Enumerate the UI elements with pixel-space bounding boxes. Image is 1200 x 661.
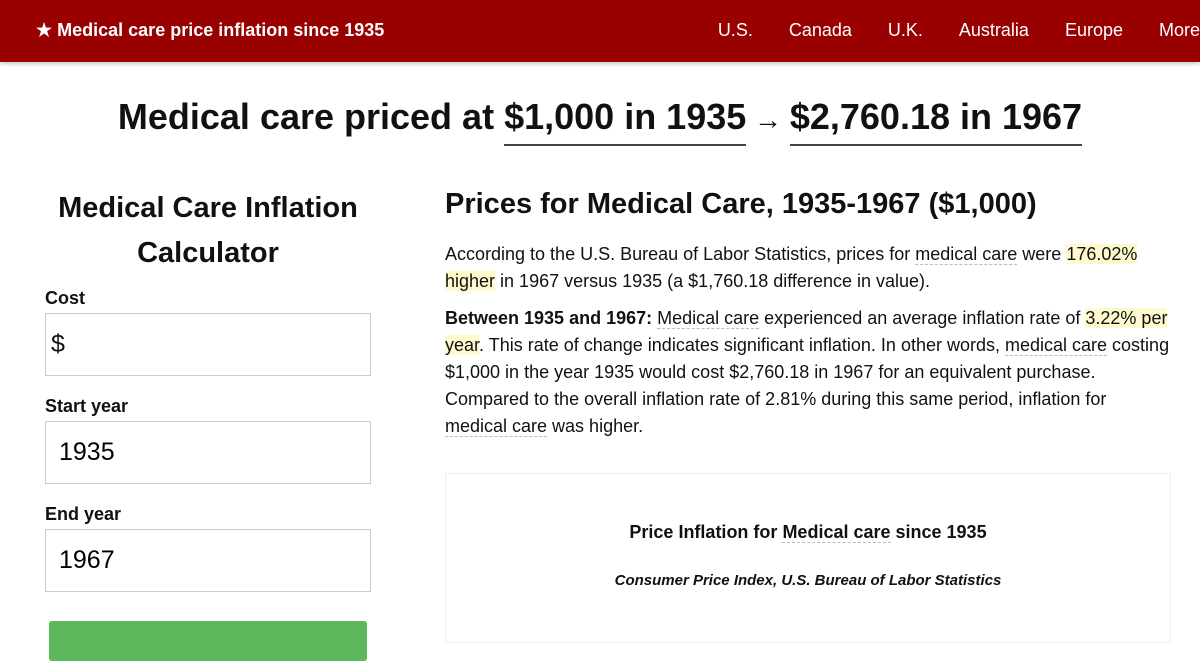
cost-field: $ xyxy=(45,313,371,376)
text: experienced an average inflation rate of xyxy=(759,308,1086,328)
calculator-title: Medical Care Inflation Calculator xyxy=(58,192,358,269)
end-year-input[interactable] xyxy=(51,546,370,575)
headline-prefix: Medical care priced at xyxy=(117,96,505,137)
cost-label: Cost xyxy=(45,288,85,308)
start-year-field xyxy=(45,421,371,484)
nav-us[interactable]: U.S. xyxy=(717,20,753,40)
detail-paragraph: Between 1935 and 1967: Medical care expe… xyxy=(445,305,1171,440)
nav-uk[interactable]: U.K. xyxy=(887,20,923,40)
chart-title: Price Inflation for Medical care since 1… xyxy=(446,522,1170,543)
nav-canada[interactable]: Canada xyxy=(788,20,852,40)
main-content: Prices for Medical Care, 1935-1967 ($1,0… xyxy=(445,188,1171,450)
text: According to the U.S. Bureau of Labor St… xyxy=(445,244,916,264)
calculate-button[interactable] xyxy=(49,621,367,661)
cost-input[interactable] xyxy=(64,330,370,359)
bold-lead: Between 1935 and 1967: xyxy=(445,308,653,328)
medical-care-link[interactable]: Medical care xyxy=(657,308,760,329)
nav-more[interactable]: More xyxy=(1158,20,1200,40)
brand-link[interactable]: ★ Medical care price inflation since 193… xyxy=(36,20,385,40)
medical-care-link[interactable]: medical care xyxy=(1005,335,1108,356)
summary-paragraph: According to the U.S. Bureau of Labor St… xyxy=(445,241,1171,295)
text: since 1935 xyxy=(890,522,987,542)
text: . This rate of change indicates signific… xyxy=(479,335,1005,355)
start-year-label: Start year xyxy=(45,396,129,416)
calculator: Medical Care Inflation Calculator Cost $… xyxy=(45,186,371,661)
headline-to: $2,760.18 in 1967 xyxy=(789,96,1083,146)
top-nav: ★ Medical care price inflation since 193… xyxy=(0,0,1200,62)
medical-care-link[interactable]: medical care xyxy=(915,244,1018,265)
headline-from: $1,000 in 1935 xyxy=(504,96,747,146)
text: was higher. xyxy=(547,416,644,436)
arrow: → xyxy=(746,104,790,135)
end-year-field xyxy=(45,529,371,592)
page-headline: Medical care priced at $1,000 in 1935 → … xyxy=(0,96,1200,146)
text: costing $1,000 in the year 1935 would co… xyxy=(445,335,1170,409)
text: in 1967 versus 1935 (a $1,760.18 differe… xyxy=(495,271,931,291)
medical-care-link[interactable]: Medical care xyxy=(782,522,891,543)
dollar-prefix: $ xyxy=(51,330,65,358)
text: Price Inflation for xyxy=(629,522,783,542)
nav-europe[interactable]: Europe xyxy=(1064,20,1123,40)
text: were xyxy=(1017,244,1067,264)
medical-care-link[interactable]: medical care xyxy=(445,416,548,437)
start-year-input[interactable] xyxy=(51,438,370,467)
section-title: Prices for Medical Care, 1935-1967 ($1,0… xyxy=(445,188,1037,220)
end-year-label: End year xyxy=(45,504,122,524)
nav-australia[interactable]: Australia xyxy=(958,20,1029,40)
chart-subtitle: Consumer Price Index, U.S. Bureau of Lab… xyxy=(614,572,1002,589)
chart-panel: Price Inflation for Medical care since 1… xyxy=(445,473,1171,643)
